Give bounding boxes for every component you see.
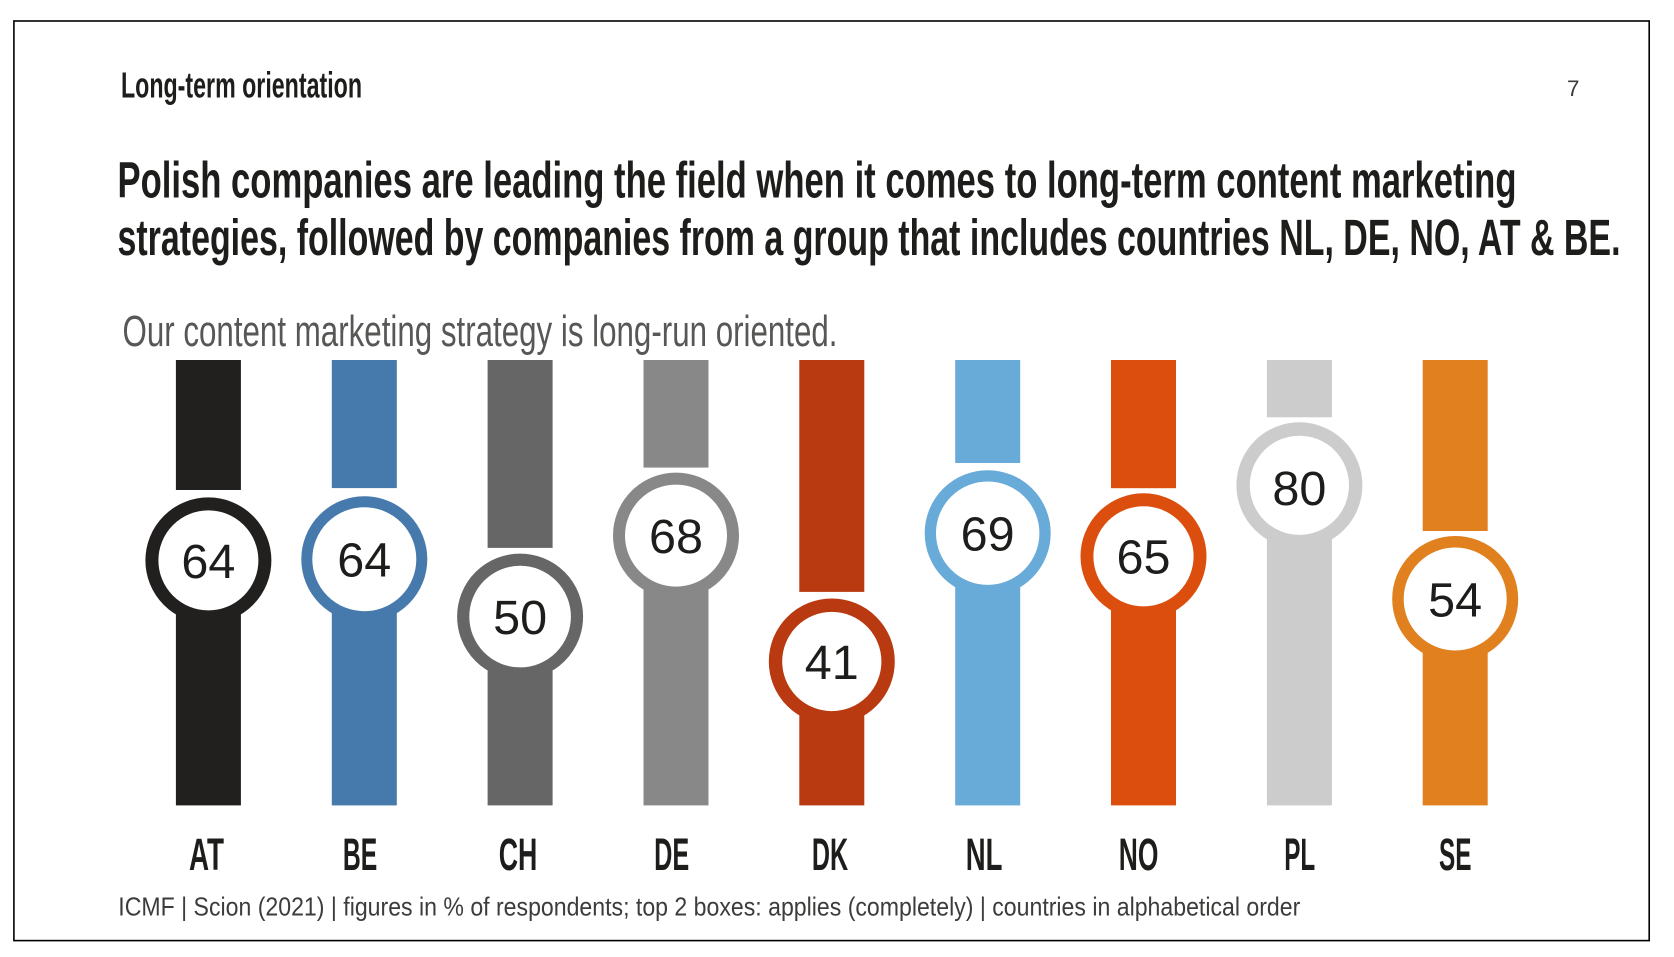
svg-text:Our content marketing strategy: Our content marketing strategy is long-r…	[123, 308, 838, 356]
svg-text:7: 7	[1567, 76, 1579, 101]
svg-text:80: 80	[1272, 463, 1326, 516]
svg-text:64: 64	[181, 536, 235, 589]
svg-text:DK: DK	[812, 829, 848, 880]
svg-text:AT: AT	[189, 829, 224, 880]
svg-text:strategies, followed by compan: strategies, followed by companies from a…	[118, 209, 1621, 266]
svg-text:54: 54	[1428, 574, 1482, 627]
svg-text:PL: PL	[1284, 829, 1315, 880]
svg-text:Polish companies are leading t: Polish companies are leading the field w…	[118, 152, 1517, 209]
svg-text:68: 68	[649, 511, 703, 564]
svg-text:65: 65	[1117, 532, 1171, 585]
svg-text:NO: NO	[1119, 829, 1159, 880]
svg-text:64: 64	[337, 535, 391, 588]
svg-text:SE: SE	[1439, 829, 1472, 880]
svg-text:69: 69	[961, 509, 1015, 562]
svg-text:BE: BE	[343, 829, 377, 880]
svg-text:NL: NL	[966, 829, 1003, 880]
svg-text:CH: CH	[499, 829, 538, 880]
svg-text:DE: DE	[654, 829, 689, 880]
svg-text:ICMF | Scion (2021) | figures: ICMF | Scion (2021) | figures in % of re…	[118, 894, 1300, 922]
svg-text:41: 41	[805, 637, 859, 690]
svg-text:50: 50	[493, 592, 547, 645]
svg-text:Long-term orientation: Long-term orientation	[121, 66, 362, 106]
